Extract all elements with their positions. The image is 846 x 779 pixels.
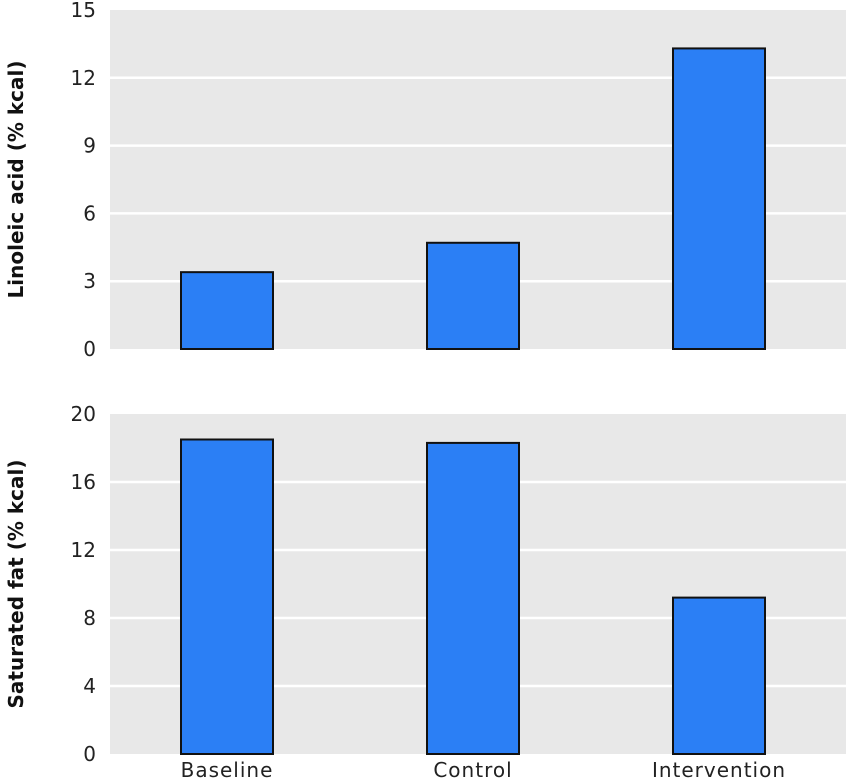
bar-baseline [180,438,274,755]
y-tick-label: 12 [71,66,96,90]
bar-control [426,241,520,350]
y-tick-label: 0 [83,337,96,361]
bar-intervention [672,47,766,350]
y-tick-label: 9 [83,134,96,158]
y-axis-title: Linoleic acid (% kcal) [4,61,28,299]
chart-panel-1: 0 3 6 9 12 15 Linoleic acid (% kcal) [4,0,846,361]
y-tick-label: 15 [71,0,96,22]
y-tick-label: 4 [83,674,96,698]
x-category-label-baseline: Baseline [181,758,274,779]
x-category-label-control: Control [433,758,512,779]
bar-baseline [180,271,274,350]
y-tick-label: 3 [83,269,96,293]
y-tick-label: 8 [83,606,96,630]
y-tick-label: 12 [71,538,96,562]
y-tick-label: 16 [71,470,96,494]
x-category-label-intervention: Intervention [652,758,786,779]
bar-intervention [672,596,766,755]
y-tick-label: 0 [83,742,96,766]
y-axis-title: Saturated fat (% kcal) [4,460,28,709]
chart-panel-2: 0 4 8 12 16 20 Saturated fat (% kcal) Baseline C… [4,402,846,779]
bar-control [426,441,520,755]
y-tick-label: 6 [83,201,96,225]
y-tick-label: 20 [71,402,96,426]
